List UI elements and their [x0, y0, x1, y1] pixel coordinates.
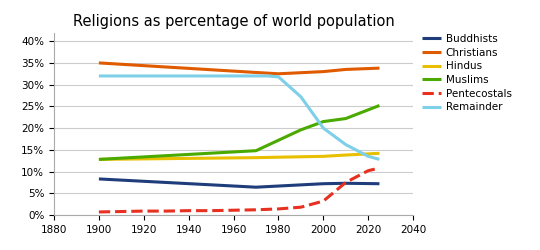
- Line: Pentecostals: Pentecostals: [99, 168, 380, 212]
- Buddhists: [253, 186, 259, 189]
- Hindus: [320, 155, 327, 158]
- Pentecostals: [118, 210, 125, 213]
- Christians: [253, 71, 259, 74]
- Remainder: [376, 158, 383, 161]
- Pentecostals: [342, 181, 349, 184]
- Pentecostals: [208, 209, 214, 212]
- Pentecostals: [376, 166, 383, 170]
- Muslims: [342, 117, 349, 120]
- Line: Christians: Christians: [99, 63, 380, 74]
- Christians: [320, 70, 327, 73]
- Buddhists: [96, 178, 102, 180]
- Buddhists: [342, 182, 349, 185]
- Muslims: [298, 128, 304, 131]
- Muslims: [376, 104, 383, 107]
- Remainder: [275, 75, 282, 78]
- Remainder: [298, 95, 304, 98]
- Remainder: [342, 143, 349, 146]
- Pentecostals: [185, 209, 192, 212]
- Muslims: [96, 158, 102, 161]
- Line: Buddhists: Buddhists: [99, 179, 380, 187]
- Pentecostals: [365, 169, 372, 172]
- Buddhists: [376, 182, 383, 185]
- Pentecostals: [163, 210, 170, 212]
- Line: Remainder: Remainder: [99, 76, 380, 160]
- Remainder: [96, 74, 102, 78]
- Pentecostals: [231, 209, 237, 212]
- Buddhists: [320, 182, 327, 185]
- Christians: [275, 72, 282, 75]
- Pentecostals: [96, 210, 102, 214]
- Christians: [376, 67, 383, 70]
- Pentecostals: [320, 200, 327, 202]
- Remainder: [320, 126, 327, 130]
- Line: Hindus: Hindus: [99, 153, 380, 160]
- Remainder: [365, 155, 372, 158]
- Remainder: [253, 74, 259, 78]
- Pentecostals: [275, 208, 282, 210]
- Christians: [342, 68, 349, 71]
- Muslims: [253, 149, 259, 152]
- Hindus: [342, 154, 349, 156]
- Hindus: [253, 156, 259, 159]
- Pentecostals: [253, 208, 259, 211]
- Pentecostals: [298, 206, 304, 209]
- Line: Muslims: Muslims: [99, 106, 380, 160]
- Remainder: [264, 74, 271, 78]
- Hindus: [376, 152, 383, 155]
- Legend: Buddhists, Christians, Hindus, Muslims, Pentecostals, Remainder: Buddhists, Christians, Hindus, Muslims, …: [422, 34, 512, 112]
- Muslims: [320, 120, 327, 123]
- Pentecostals: [140, 210, 147, 212]
- Hindus: [96, 158, 102, 161]
- Title: Religions as percentage of world population: Religions as percentage of world populat…: [73, 14, 394, 28]
- Christians: [96, 62, 102, 64]
